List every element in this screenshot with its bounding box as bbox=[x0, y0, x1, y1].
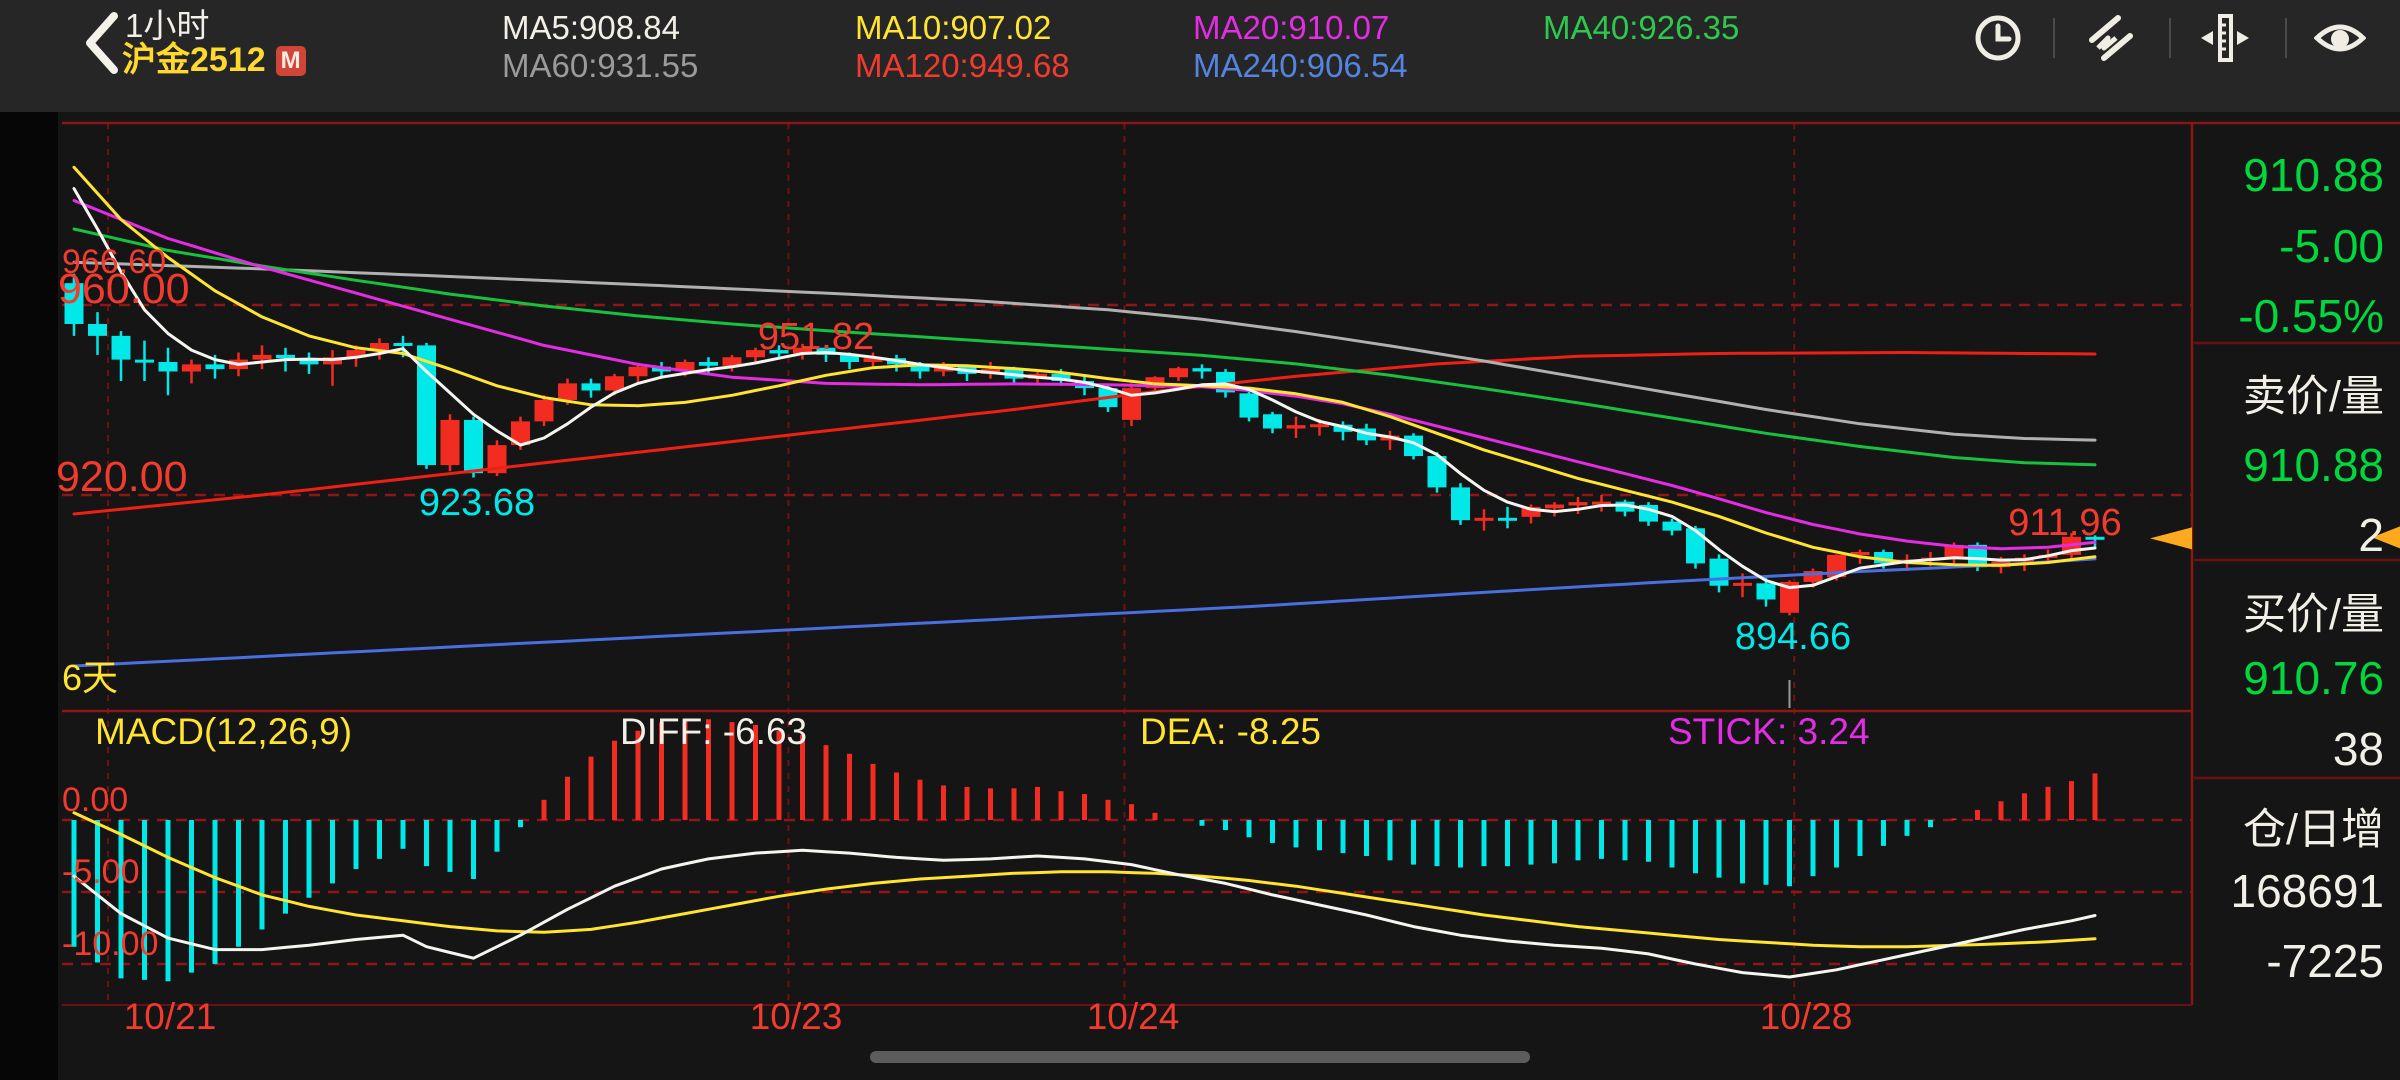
ma5-legend: MA5:908.84 bbox=[502, 9, 680, 46]
chevron-left-icon bbox=[86, 12, 118, 74]
ma240-legend: MA240:906.54 bbox=[1193, 47, 1408, 84]
toolbar-separator bbox=[2169, 18, 2171, 58]
toolbar-separator bbox=[2285, 18, 2287, 58]
symbol-text: 沪金2512 bbox=[122, 41, 266, 79]
open-interest-change: -7225 bbox=[2266, 935, 2384, 987]
price-change-percent: -0.55% bbox=[2238, 290, 2384, 342]
low-price-label: 894.66 bbox=[1734, 616, 1852, 658]
ma40-legend: MA40:926.35 bbox=[1543, 9, 1740, 46]
ma120-legend: MA120:949.68 bbox=[855, 47, 1070, 84]
ma10-legend: MA10:907.02 bbox=[855, 9, 1052, 46]
date-tick-1023: 10/23 bbox=[749, 996, 843, 1037]
price-change: -5.00 bbox=[2279, 220, 2384, 272]
macd-axis-0-label: 0.00 bbox=[62, 781, 129, 819]
horizontal-scrollbar[interactable] bbox=[870, 1051, 1530, 1063]
peak-price-label: 951.82 bbox=[757, 316, 875, 358]
back-button[interactable] bbox=[80, 8, 128, 78]
macd-dea-label: DEA: -8.25 bbox=[1140, 711, 1321, 752]
top-toolbar: 1小时 沪金2512 M MA5:908.84 MA10:907.02 MA20:… bbox=[0, 0, 2400, 112]
macd-axis-neg10-label: -10.00 bbox=[62, 925, 159, 963]
open-interest-label: 仓/日增 bbox=[2243, 806, 2384, 854]
clock-icon[interactable] bbox=[1972, 12, 2024, 64]
left-gutter bbox=[0, 112, 58, 1080]
bid-price[interactable]: 910.76 bbox=[2243, 652, 2384, 704]
date-tick-1021: 10/21 bbox=[123, 996, 217, 1037]
macd-axis-neg5-label: -5.00 bbox=[62, 853, 140, 891]
macd-stick-label: STICK: 3.24 bbox=[1668, 711, 1870, 752]
macd-params-label: MACD(12,26,9) bbox=[95, 711, 353, 752]
main-contract-badge: M bbox=[275, 46, 306, 76]
open-interest-value: 168691 bbox=[2230, 865, 2385, 917]
ask-price[interactable]: 910.88 bbox=[2243, 439, 2384, 491]
current-price-arrow bbox=[2150, 527, 2192, 550]
date-tick-1024: 10/24 bbox=[1086, 996, 1180, 1037]
gridline-960-label: 960.00 bbox=[58, 265, 190, 313]
last-price: 910.88 bbox=[2243, 149, 2384, 201]
window-high-price-label: 966.60 bbox=[62, 243, 166, 281]
ask-volume: 2 bbox=[2358, 509, 2384, 561]
ma20-legend: MA20:910.07 bbox=[1193, 9, 1390, 46]
gridline-920-label: 920.00 bbox=[56, 453, 188, 501]
measure-ruler-icon[interactable] bbox=[2199, 12, 2251, 64]
trendline-draw-icon[interactable] bbox=[2084, 12, 2136, 64]
ask-label: 卖价/量 bbox=[2243, 373, 2384, 421]
bid-label: 买价/量 bbox=[2243, 591, 2384, 639]
macd-diff-label: DIFF: -6.63 bbox=[620, 711, 808, 752]
dip-price-label: 923.68 bbox=[418, 482, 536, 524]
date-tick-1028: 10/28 bbox=[1759, 996, 1853, 1037]
symbol-name[interactable]: 沪金2512 M bbox=[122, 41, 306, 79]
eye-icon[interactable] bbox=[2314, 12, 2366, 64]
ma60-legend: MA60:931.55 bbox=[502, 47, 699, 84]
sidebar-price-arrow bbox=[2372, 526, 2400, 549]
toolbar-separator bbox=[2053, 18, 2055, 58]
span-days-label: 6天 bbox=[62, 657, 119, 698]
bid-volume: 38 bbox=[2332, 723, 2384, 775]
timeframe-label[interactable]: 1小时 bbox=[125, 7, 210, 44]
last-high-price-label: 911.96 bbox=[2008, 502, 2122, 544]
